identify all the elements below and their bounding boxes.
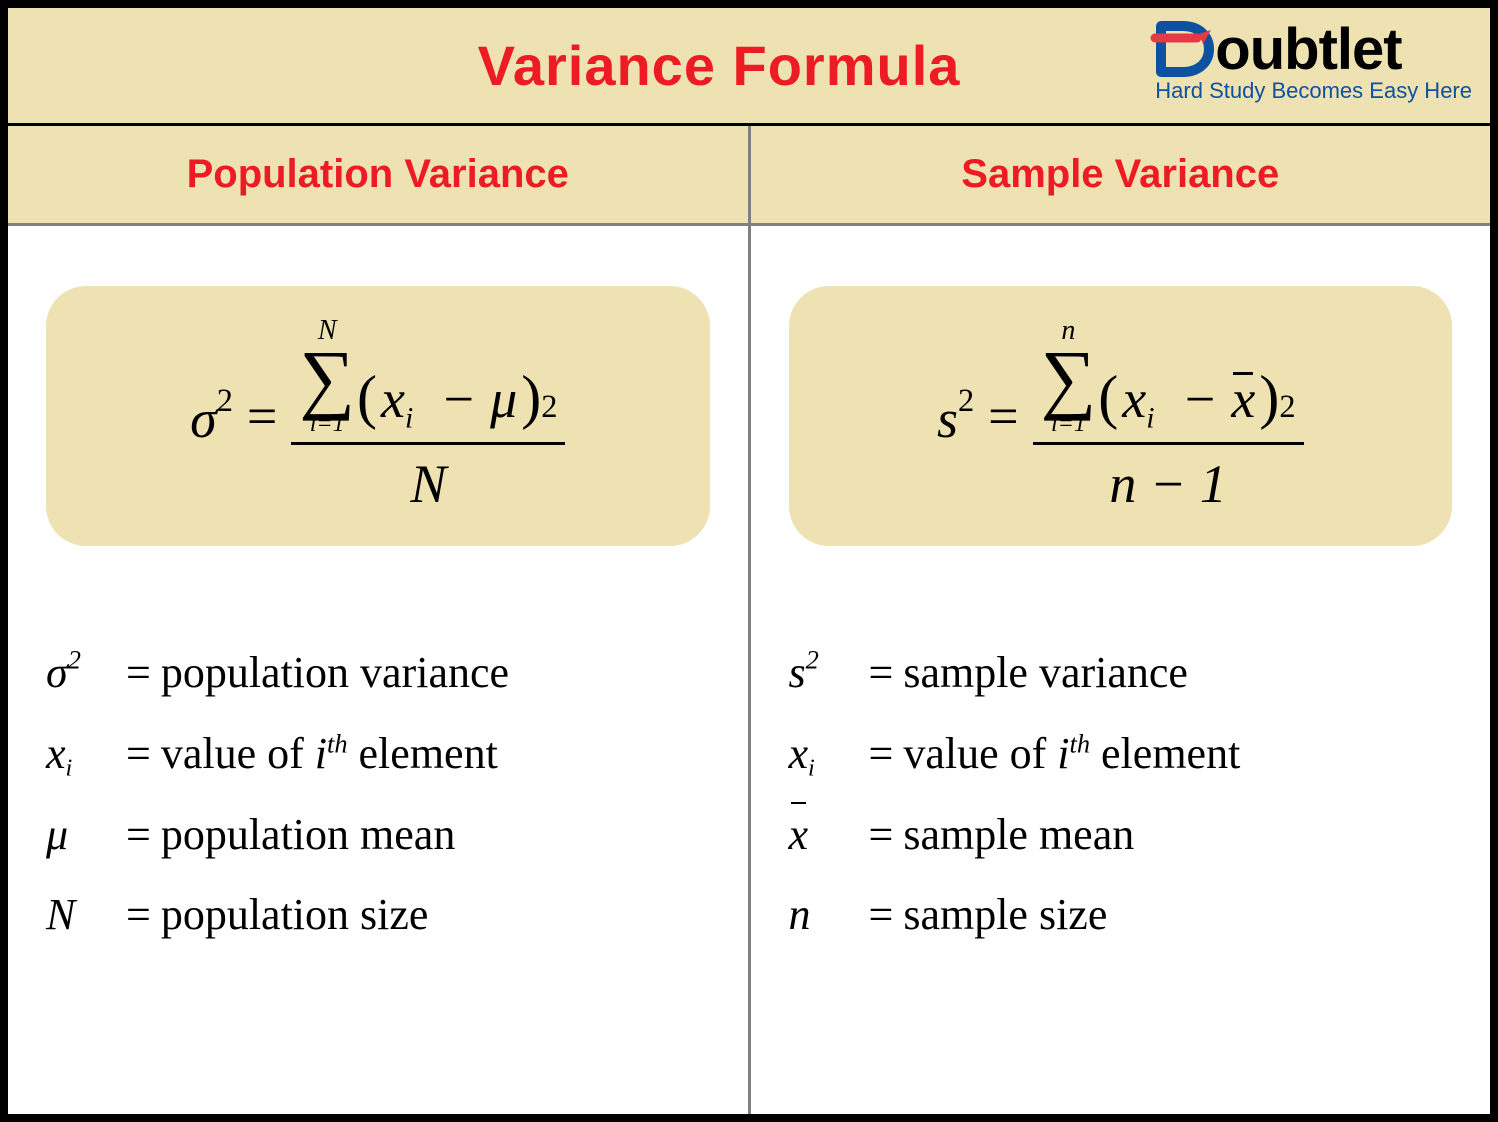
logo-text: oubtlet xyxy=(1215,16,1401,83)
definition-row: N=population size xyxy=(46,878,710,953)
sum-lower: i=1 xyxy=(310,412,345,436)
fraction: N ∑ i=1 ( xi − μ xyxy=(291,317,565,514)
lhs-symbol: s xyxy=(937,388,958,448)
definition-symbol: n xyxy=(789,878,859,953)
content-right: s2 = n ∑ i=1 ( xyxy=(751,226,1491,1114)
columns: Population Variance σ2 = N ∑ i=1 xyxy=(8,126,1490,1114)
definitions-right: s2=sample variancexi=value of ith elemen… xyxy=(789,636,1453,959)
denominator: n − 1 xyxy=(1109,445,1226,515)
main-title: Variance Formula xyxy=(478,33,961,98)
definition-description: sample size xyxy=(903,878,1107,953)
term-minus: μ xyxy=(490,369,517,429)
definition-symbol: s2 xyxy=(789,636,859,711)
sub-header-left: Population Variance xyxy=(8,126,748,226)
column-sample: Sample Variance s2 = n ∑ i=1 xyxy=(751,126,1491,1114)
equals: = xyxy=(126,717,151,792)
numerator: N ∑ i=1 ( xi − μ xyxy=(291,317,565,441)
definition-description: population variance xyxy=(161,636,509,711)
definition-description: sample variance xyxy=(903,636,1188,711)
heading-sample: Sample Variance xyxy=(961,152,1279,197)
definition-description: population mean xyxy=(161,798,456,873)
definition-description: value of ith element xyxy=(161,717,498,792)
definition-row: s2=sample variance xyxy=(789,636,1453,711)
equals: = xyxy=(988,385,1018,447)
definition-symbol: xi xyxy=(46,717,116,792)
sigma-sum-icon: n ∑ i=1 xyxy=(1041,317,1097,435)
term-sub: i xyxy=(1146,403,1154,435)
equals: = xyxy=(869,717,894,792)
main-header: Variance Formula oubtlet Hard Study Beco… xyxy=(8,8,1490,126)
definition-symbol: N xyxy=(46,878,116,953)
equals: = xyxy=(869,878,894,953)
definition-description: value of ith element xyxy=(903,717,1240,792)
equals: = xyxy=(869,636,894,711)
definition-symbol: σ2 xyxy=(46,636,116,711)
sum-lower: i=1 xyxy=(1051,412,1086,436)
content-left: σ2 = N ∑ i=1 ( xyxy=(8,226,748,1114)
definition-symbol: x xyxy=(789,798,859,873)
equals: = xyxy=(247,385,277,447)
term-minus-xbar: x xyxy=(1231,368,1255,430)
lhs-exp: 2 xyxy=(958,383,974,419)
logo-line: oubtlet xyxy=(1149,14,1401,84)
term-sub: i xyxy=(405,403,413,435)
equals: = xyxy=(126,878,151,953)
term-exp: 2 xyxy=(541,389,557,426)
definitions-left: σ2=population variancexi=value of ith el… xyxy=(46,636,710,959)
page: Variance Formula oubtlet Hard Study Beco… xyxy=(0,0,1498,1122)
numerator: n ∑ i=1 ( xi − x xyxy=(1033,317,1304,441)
lhs-symbol: σ xyxy=(190,388,217,448)
definition-symbol: μ xyxy=(46,798,116,873)
formula-sample: s2 = n ∑ i=1 ( xyxy=(937,317,1304,514)
formula-population: σ2 = N ∑ i=1 ( xyxy=(190,317,565,514)
fraction: n ∑ i=1 ( xi − x xyxy=(1033,317,1304,514)
formula-box-population: σ2 = N ∑ i=1 ( xyxy=(46,286,710,546)
definition-row: n=sample size xyxy=(789,878,1453,953)
definition-row: xi=value of ith element xyxy=(46,717,710,792)
column-population: Population Variance σ2 = N ∑ i=1 xyxy=(8,126,751,1114)
lhs-exp: 2 xyxy=(217,383,233,419)
definition-row: μ=population mean xyxy=(46,798,710,873)
equals: = xyxy=(126,636,151,711)
term-exp: 2 xyxy=(1279,389,1295,426)
formula-box-sample: s2 = n ∑ i=1 ( xyxy=(789,286,1453,546)
definition-symbol: xi xyxy=(789,717,859,792)
logo-d-icon xyxy=(1149,14,1219,84)
term-var: x xyxy=(381,369,405,429)
definition-description: sample mean xyxy=(903,798,1134,873)
summand: ( xi − μ )2 xyxy=(355,367,557,435)
definition-row: xi=value of ith element xyxy=(789,717,1453,792)
definition-row: x=sample mean xyxy=(789,798,1453,873)
denominator: N xyxy=(410,445,446,515)
term-var: x xyxy=(1122,369,1146,429)
definition-row: σ2=population variance xyxy=(46,636,710,711)
definition-description: population size xyxy=(161,878,429,953)
summand: ( xi − x )2 xyxy=(1096,367,1295,435)
sigma-sum-icon: N ∑ i=1 xyxy=(299,317,355,435)
heading-population: Population Variance xyxy=(187,152,569,197)
sub-header-right: Sample Variance xyxy=(751,126,1491,226)
equals: = xyxy=(869,798,894,873)
brand-logo: oubtlet Hard Study Becomes Easy Here xyxy=(1149,14,1472,104)
equals: = xyxy=(126,798,151,873)
